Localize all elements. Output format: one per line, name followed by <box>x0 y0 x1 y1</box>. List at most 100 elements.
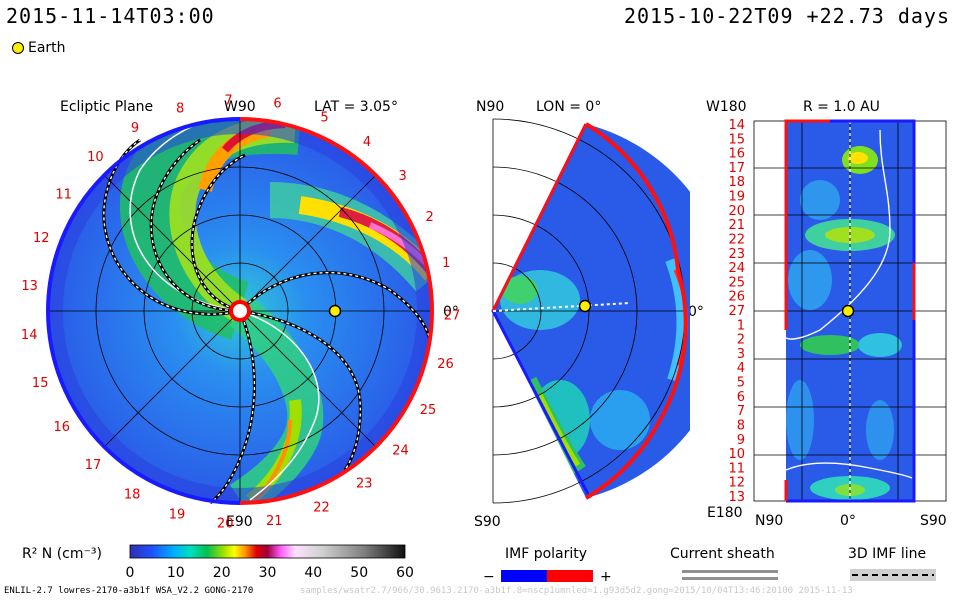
carrington-label: 20 <box>217 517 234 532</box>
colorbar-tick: 60 <box>396 565 414 581</box>
sphere-x-label-s90: S90 <box>920 513 947 529</box>
sphere-y-label: 2 <box>737 333 745 348</box>
carrington-label: 4 <box>363 135 371 150</box>
colorbar-tick: 40 <box>304 565 322 581</box>
ecliptic-negative-polarity-arc <box>46 117 241 505</box>
sphere-y-label: 12 <box>728 476 745 491</box>
imf-negative-swatch <box>501 570 547 582</box>
carrington-label: 18 <box>124 488 141 503</box>
sphere-earth-marker-icon <box>841 304 855 318</box>
carrington-label: 25 <box>420 403 437 418</box>
ecliptic-right-label: 0° <box>443 304 459 320</box>
sphere-top-left-label: W180 <box>706 99 747 115</box>
carrington-label: 9 <box>131 121 139 136</box>
colorbar <box>129 544 406 559</box>
imf-polarity-plus: + <box>600 569 612 585</box>
meridional-positive-arc-3 <box>584 419 662 500</box>
meridional-top-label: N90 <box>476 99 504 115</box>
meridional-positive-arc-2 <box>658 269 688 421</box>
ecliptic-top-label: W90 <box>224 99 256 115</box>
sphere-y-label: 27 <box>728 304 745 319</box>
carrington-label: 23 <box>356 477 373 492</box>
colorbar-tick: 0 <box>126 565 135 581</box>
carrington-label: 8 <box>176 102 184 117</box>
sphere-r-label: R = 1.0 AU <box>803 99 880 115</box>
earth-marker-icon <box>12 42 24 54</box>
meridional-imf-line <box>492 302 631 312</box>
carrington-label: 11 <box>55 187 72 202</box>
carrington-label: 2 <box>425 210 433 225</box>
colorbar-label: R² N (cm⁻³) <box>22 546 102 562</box>
sphere-x-label-0: 0° <box>840 513 856 529</box>
current-time-label: 2015-11-14T03:00 <box>6 4 215 28</box>
sphere-y-label: 24 <box>728 261 745 276</box>
sphere-y-label: 16 <box>728 147 745 162</box>
sphere-y-label: 9 <box>737 433 745 448</box>
carrington-label: 13 <box>21 279 38 294</box>
carrington-label: 6 <box>273 96 281 111</box>
carrington-label: 10 <box>87 150 104 165</box>
carrington-label: 3 <box>398 169 406 184</box>
sphere-bottom-left-label: E180 <box>707 505 743 521</box>
sphere-y-label: 25 <box>728 275 745 290</box>
carrington-label: 5 <box>320 111 328 126</box>
carrington-label: 22 <box>313 501 330 516</box>
colorbar-ticks: 0 10 20 30 40 50 60 <box>126 565 414 581</box>
current-sheath-swatch <box>682 570 778 573</box>
earth-legend: Earth <box>12 40 66 56</box>
current-sheath-swatch-2 <box>682 577 778 580</box>
sphere-y-label: 4 <box>737 361 745 376</box>
meridional-right-label: 0° <box>688 304 704 320</box>
imf-positive-swatch <box>547 570 593 582</box>
imf3d-label: 3D IMF line <box>848 546 926 562</box>
ecliptic-title: Ecliptic Plane <box>60 99 153 115</box>
carrington-label: 12 <box>33 231 50 246</box>
earth-legend-label: Earth <box>28 40 66 56</box>
carrington-label: 16 <box>54 420 71 435</box>
imf-polarity-minus: − <box>483 569 495 585</box>
sphere-y-label: 13 <box>728 490 745 505</box>
colorbar-tick: 30 <box>259 565 277 581</box>
meridional-positive-arc <box>584 122 680 271</box>
sphere-y-label: 8 <box>737 419 745 434</box>
sphere-y-label: 19 <box>728 190 745 205</box>
sphere-y-label: 26 <box>728 290 745 305</box>
sphere-y-labels: 1415161718192021222324252627123456789101… <box>728 118 745 505</box>
sphere-y-label: 14 <box>728 118 745 133</box>
sphere-y-label: 15 <box>728 132 745 147</box>
sphere-y-label: 1 <box>737 318 745 333</box>
sphere-current-sheath-2 <box>785 462 913 479</box>
sphere-y-label: 22 <box>728 233 745 248</box>
sphere-y-label: 10 <box>728 447 745 462</box>
sphere-y-label: 21 <box>728 218 745 233</box>
sphere-y-label: 18 <box>728 175 745 190</box>
carrington-label: 27 <box>444 308 461 323</box>
carrington-label: 24 <box>392 444 409 459</box>
carrington-label: 26 <box>437 357 454 372</box>
ecliptic-positive-polarity-arc <box>239 117 434 505</box>
carrington-label: 1 <box>442 256 450 271</box>
carrington-label: 19 <box>169 507 186 522</box>
sphere-y-label: 6 <box>737 390 745 405</box>
sphere-y-label: 7 <box>737 404 745 419</box>
sphere-y-label: 23 <box>728 247 745 262</box>
meridional-earth-marker-icon <box>578 299 592 313</box>
footer-model-info: ENLIL-2.7 lowres-2170-a3b1f WSA_V2.2 GON… <box>4 586 254 596</box>
sphere-y-label: 5 <box>737 376 745 391</box>
colorbar-tick: 20 <box>213 565 231 581</box>
sphere-y-label: 3 <box>737 347 745 362</box>
carrington-label: 7 <box>224 93 232 108</box>
carrington-label: 21 <box>266 514 283 529</box>
carrington-label: 17 <box>85 458 102 473</box>
sphere-y-label: 20 <box>728 204 745 219</box>
meridional-density-map <box>493 124 690 498</box>
ecliptic-lat-label: LAT = 3.05° <box>314 99 398 115</box>
colorbar-tick: 10 <box>167 565 185 581</box>
sphere-x-label-n90: N90 <box>755 513 783 529</box>
carrington-label: 15 <box>32 376 49 391</box>
sphere-y-label: 17 <box>728 161 745 176</box>
meridional-bottom-label: S90 <box>474 514 501 530</box>
meridional-lon-label: LON = 0° <box>536 99 601 115</box>
